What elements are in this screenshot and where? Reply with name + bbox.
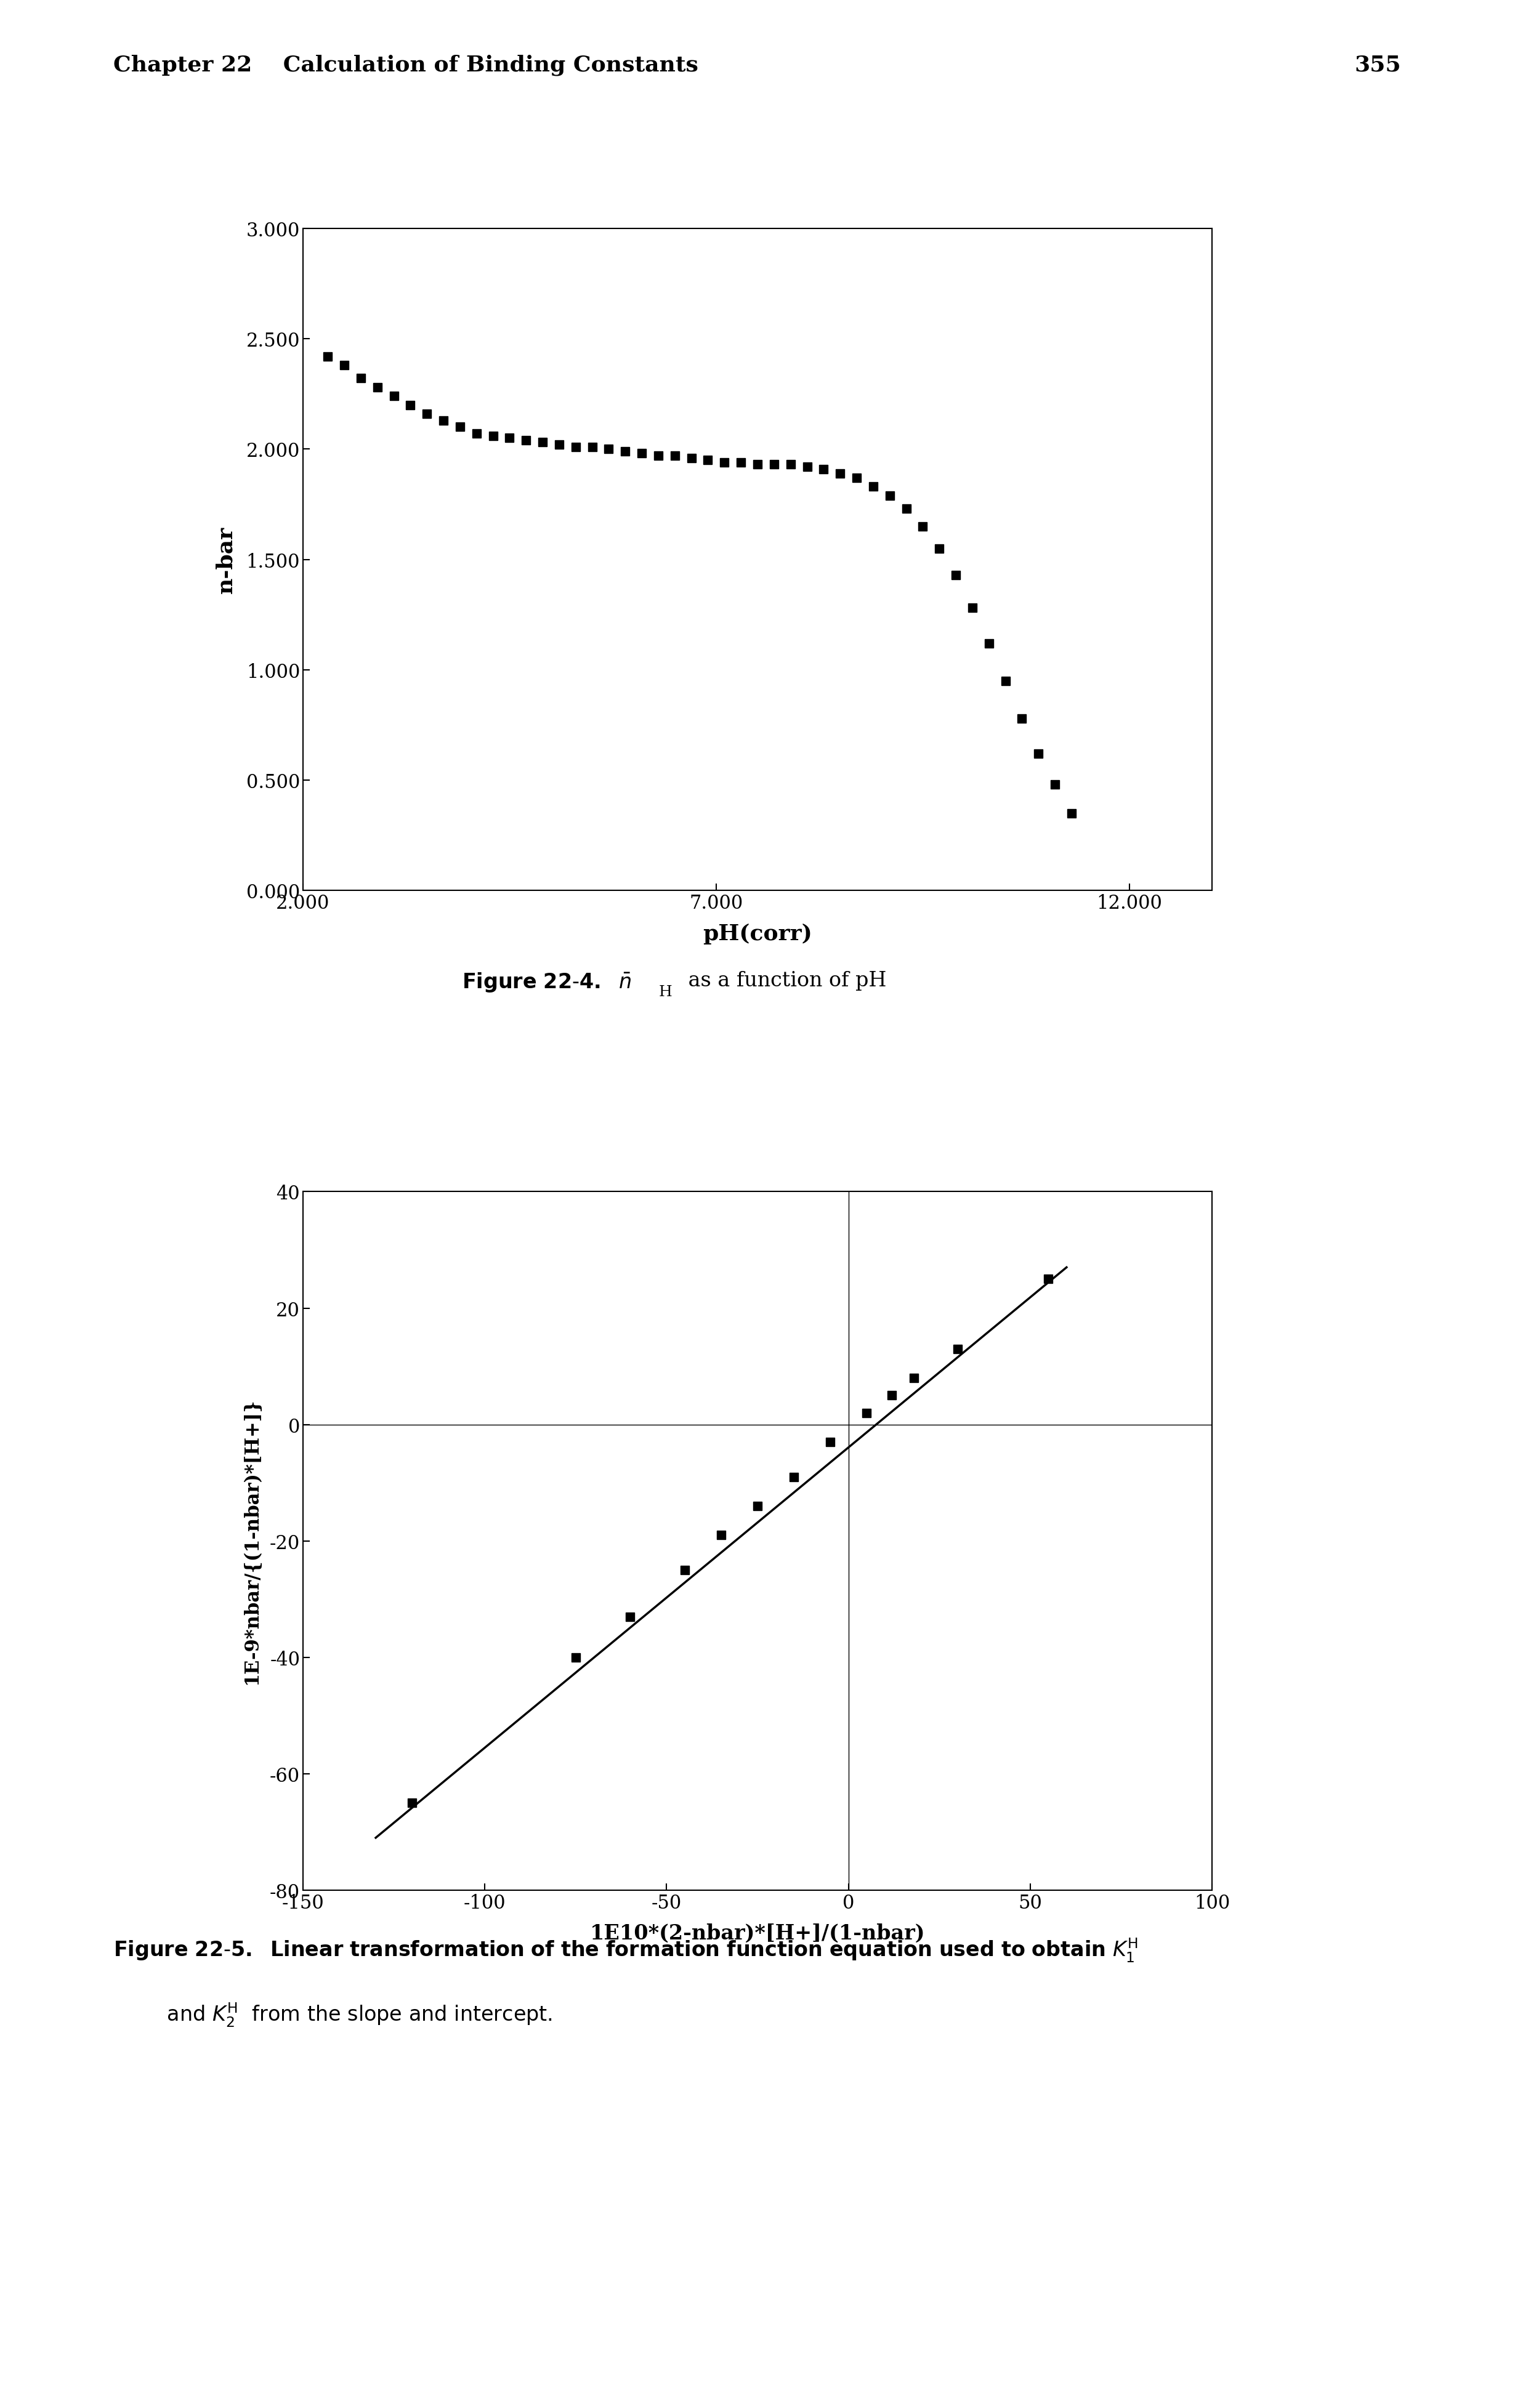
X-axis label: 1E10*(2-nbar)*[H+]/(1-nbar): 1E10*(2-nbar)*[H+]/(1-nbar) <box>589 1922 926 1943</box>
Y-axis label: n-bar: n-bar <box>215 527 236 592</box>
X-axis label: pH(corr): pH(corr) <box>703 922 812 944</box>
Text: Chapter 22    Calculation of Binding Constants: Chapter 22 Calculation of Binding Consta… <box>114 53 698 75</box>
Text: H: H <box>659 985 673 999</box>
Y-axis label: 1E-9*nbar/{(1-nbar)*[H+]}: 1E-9*nbar/{(1-nbar)*[H+]} <box>242 1397 261 1686</box>
Text: 355: 355 <box>1354 53 1401 75</box>
Text: as a function of pH: as a function of pH <box>682 970 886 990</box>
Text: $\quad\quad\ \ \mathrm{and}\ K_2^\mathrm{H}\ \ \mathrm{from\ the\ slope\ and\ in: $\quad\quad\ \ \mathrm{and}\ K_2^\mathrm… <box>114 2001 553 2028</box>
Text: $\mathbf{Figure\ 22\text{-}4.}$$\ \ \bar{n}$: $\mathbf{Figure\ 22\text{-}4.}$$\ \ \bar… <box>462 970 632 992</box>
Text: $\mathbf{Figure\ 22\text{-}5.}$$\mathbf{\ \ Linear\ transformation\ of\ the\ for: $\mathbf{Figure\ 22\text{-}5.}$$\mathbf{… <box>114 1936 1138 1963</box>
